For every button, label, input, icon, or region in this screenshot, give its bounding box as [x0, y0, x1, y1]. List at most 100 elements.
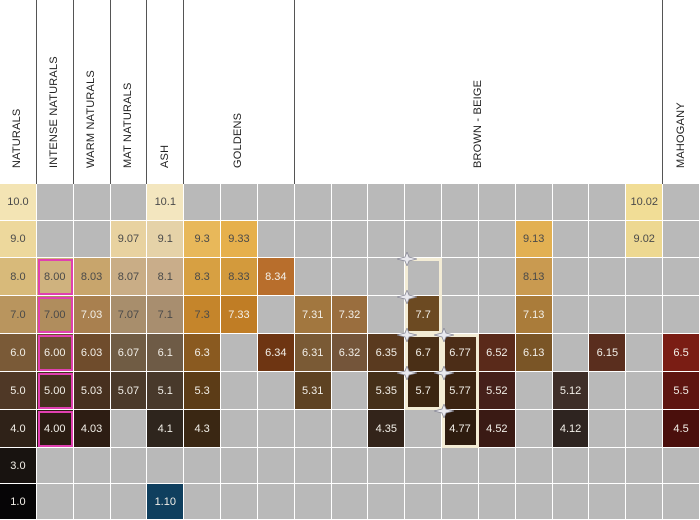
empty-swatch — [221, 484, 258, 520]
empty-swatch — [515, 484, 553, 520]
color-swatch: 8.0 — [0, 258, 37, 296]
swatch-label: 5.52 — [486, 384, 508, 397]
swatch-label: 5.5 — [673, 384, 689, 397]
color-swatch: 9.0 — [0, 221, 37, 258]
color-swatch: 6.3 — [184, 334, 222, 372]
swatch-label: 5.77 — [449, 384, 471, 397]
swatch-label: 6.52 — [486, 346, 508, 359]
empty-swatch — [552, 258, 590, 296]
color-swatch: 6.0 — [0, 334, 37, 372]
empty-swatch — [73, 448, 111, 484]
column-header: NATURALS — [0, 0, 37, 184]
swatch-label: 7.0 — [10, 308, 26, 321]
empty-swatch — [478, 184, 516, 221]
empty-swatch — [221, 372, 258, 410]
empty-swatch — [331, 484, 369, 520]
swatch-label: 7.03 — [80, 308, 103, 321]
empty-swatch — [73, 221, 111, 258]
swatch-label: 5.03 — [80, 384, 103, 397]
empty-swatch — [442, 484, 479, 520]
empty-swatch — [294, 184, 332, 221]
color-swatch: 5.31 — [294, 372, 332, 410]
color-swatch: 8.3 — [184, 258, 222, 296]
column-header-label: BROWN - BEIGE — [471, 79, 484, 168]
column-header-label: NATURALS — [11, 108, 24, 168]
color-swatch: 5.52 — [478, 372, 516, 410]
empty-swatch — [405, 221, 443, 258]
empty-swatch — [331, 448, 369, 484]
empty-swatch — [331, 410, 369, 448]
color-swatch: 5.12 — [552, 372, 590, 410]
column-header-label: INTENSE NATURALS — [48, 56, 61, 168]
empty-swatch — [257, 410, 295, 448]
swatch-label: 7.31 — [301, 308, 324, 321]
color-swatch: 8.1 — [147, 258, 185, 296]
swatch-label: 9.02 — [633, 233, 655, 245]
empty-swatch — [478, 484, 516, 520]
empty-swatch — [221, 448, 258, 484]
color-swatch: 4.12 — [552, 410, 590, 448]
empty-swatch — [368, 221, 406, 258]
empty-swatch — [257, 448, 295, 484]
swatch-label: 6.31 — [301, 346, 324, 359]
empty-swatch — [221, 334, 258, 372]
swatch-label: 9.1 — [157, 233, 173, 245]
swatch-label: 5.07 — [117, 384, 140, 397]
empty-swatch — [368, 184, 406, 221]
empty-swatch — [663, 258, 700, 296]
color-swatch: 5.0 — [0, 372, 37, 410]
empty-swatch — [515, 372, 553, 410]
color-swatch: 7.03 — [73, 296, 111, 334]
empty-swatch — [73, 484, 111, 520]
color-swatch: 7.32 — [331, 296, 369, 334]
color-swatch: 4.0 — [0, 410, 37, 448]
empty-swatch — [368, 296, 406, 334]
empty-swatch — [36, 184, 74, 221]
empty-swatch — [663, 184, 700, 221]
empty-swatch — [552, 448, 590, 484]
empty-swatch — [331, 258, 369, 296]
empty-swatch — [221, 184, 258, 221]
color-swatch: 6.32 — [331, 334, 369, 372]
swatch-label: 6.0 — [10, 346, 26, 359]
empty-swatch — [294, 258, 332, 296]
color-swatch: 4.35 — [368, 410, 406, 448]
empty-swatch — [589, 296, 627, 334]
color-swatch: 5.1 — [147, 372, 185, 410]
swatch-label: 6.34 — [265, 346, 287, 359]
swatch-label: 4.0 — [10, 422, 26, 435]
color-swatch: 6.5 — [663, 334, 700, 372]
empty-swatch — [515, 184, 553, 221]
column-header-label: MAHOGANY — [674, 102, 687, 168]
swatch-label: 7.13 — [522, 308, 545, 321]
empty-swatch — [405, 448, 443, 484]
swatch-label: 5.0 — [10, 384, 26, 397]
column-header: INTENSE NATURALS — [37, 0, 74, 184]
color-swatch: 1.0 — [0, 484, 37, 520]
swatch-label: 5.1 — [157, 384, 173, 397]
empty-swatch — [368, 258, 406, 296]
swatch-label: 6.77 — [449, 346, 471, 359]
empty-swatch — [221, 410, 258, 448]
swatch-label: 4.12 — [559, 422, 582, 435]
swatch-label: 1.0 — [10, 495, 26, 508]
swatch-label: 8.03 — [80, 270, 103, 283]
color-swatch: 3.0 — [0, 448, 37, 484]
empty-swatch — [36, 448, 74, 484]
empty-swatch — [589, 221, 627, 258]
empty-swatch — [515, 448, 553, 484]
swatch-label: 7.7 — [415, 308, 431, 321]
empty-swatch — [405, 184, 443, 221]
swatch-label: 8.13 — [522, 270, 545, 283]
color-swatch: 6.34 — [257, 334, 295, 372]
color-swatch: 6.31 — [294, 334, 332, 372]
swatch-label: 6.00 — [44, 346, 66, 359]
color-swatch: 8.07 — [110, 258, 148, 296]
color-swatch: 4.52 — [478, 410, 516, 448]
swatch-label: 7.07 — [117, 308, 140, 321]
column-header: MAT NATURALS — [111, 0, 148, 184]
color-swatch: 6.13 — [515, 334, 553, 372]
empty-swatch — [294, 484, 332, 520]
empty-swatch — [626, 410, 664, 448]
